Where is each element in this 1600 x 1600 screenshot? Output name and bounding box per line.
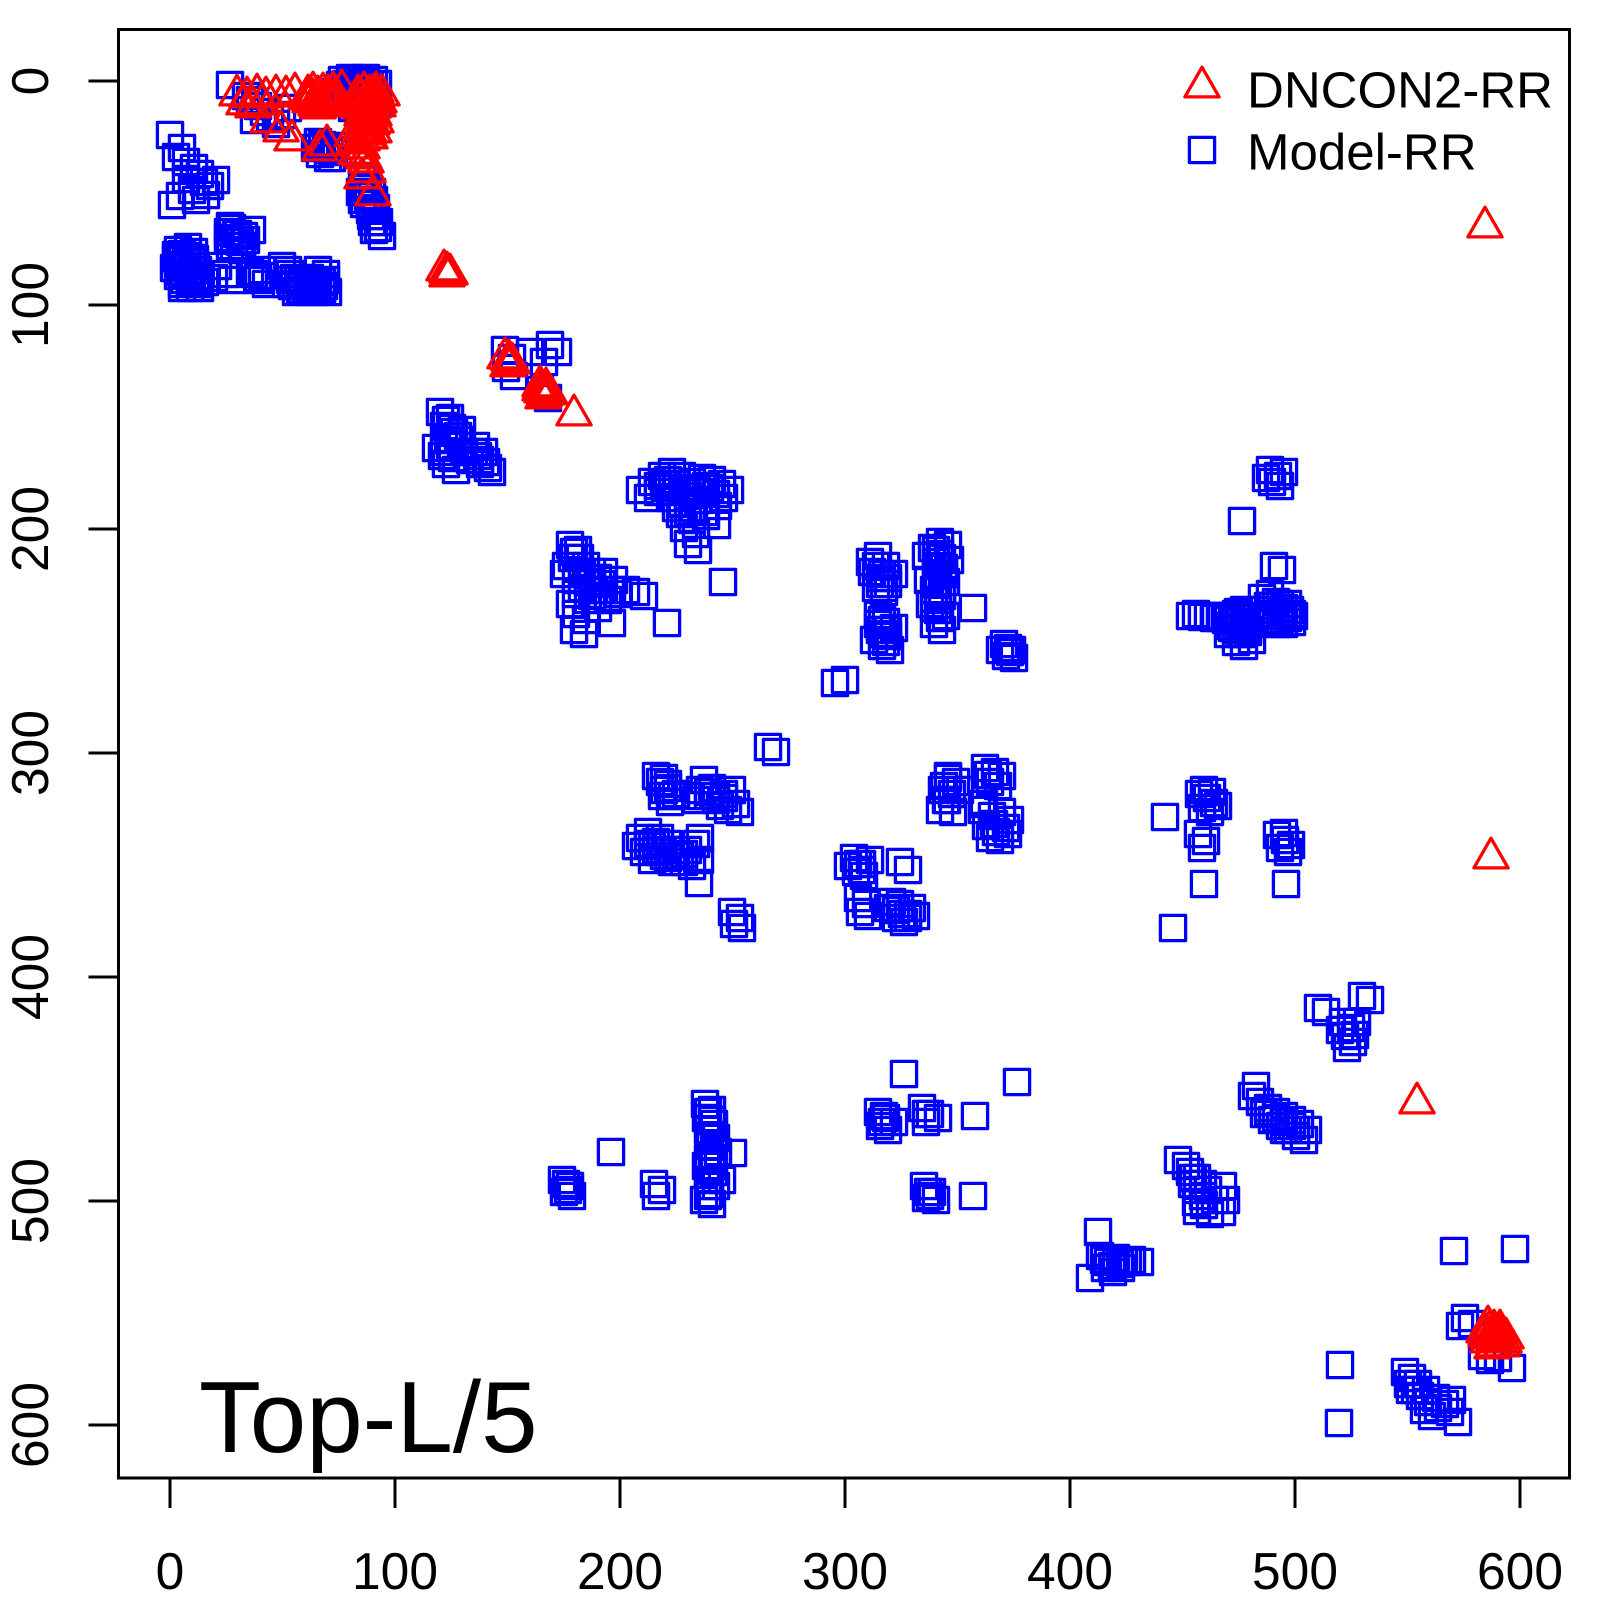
svg-text:DNCON2-RR: DNCON2-RR [1247, 62, 1553, 119]
svg-text:Model-RR: Model-RR [1247, 124, 1477, 181]
svg-text:200: 200 [1, 486, 59, 572]
svg-text:100: 100 [1, 262, 59, 348]
svg-text:200: 200 [577, 1542, 663, 1600]
svg-text:600: 600 [1, 1382, 59, 1468]
svg-text:Top-L/5: Top-L/5 [199, 1360, 538, 1474]
svg-text:500: 500 [1252, 1542, 1338, 1600]
svg-text:600: 600 [1477, 1542, 1563, 1600]
svg-text:0: 0 [1, 67, 59, 96]
svg-text:300: 300 [1, 710, 59, 796]
svg-text:300: 300 [802, 1542, 888, 1600]
svg-text:100: 100 [352, 1542, 438, 1600]
svg-text:0: 0 [156, 1542, 185, 1600]
svg-text:400: 400 [1, 934, 59, 1020]
svg-text:400: 400 [1027, 1542, 1113, 1600]
svg-text:500: 500 [1, 1158, 59, 1244]
